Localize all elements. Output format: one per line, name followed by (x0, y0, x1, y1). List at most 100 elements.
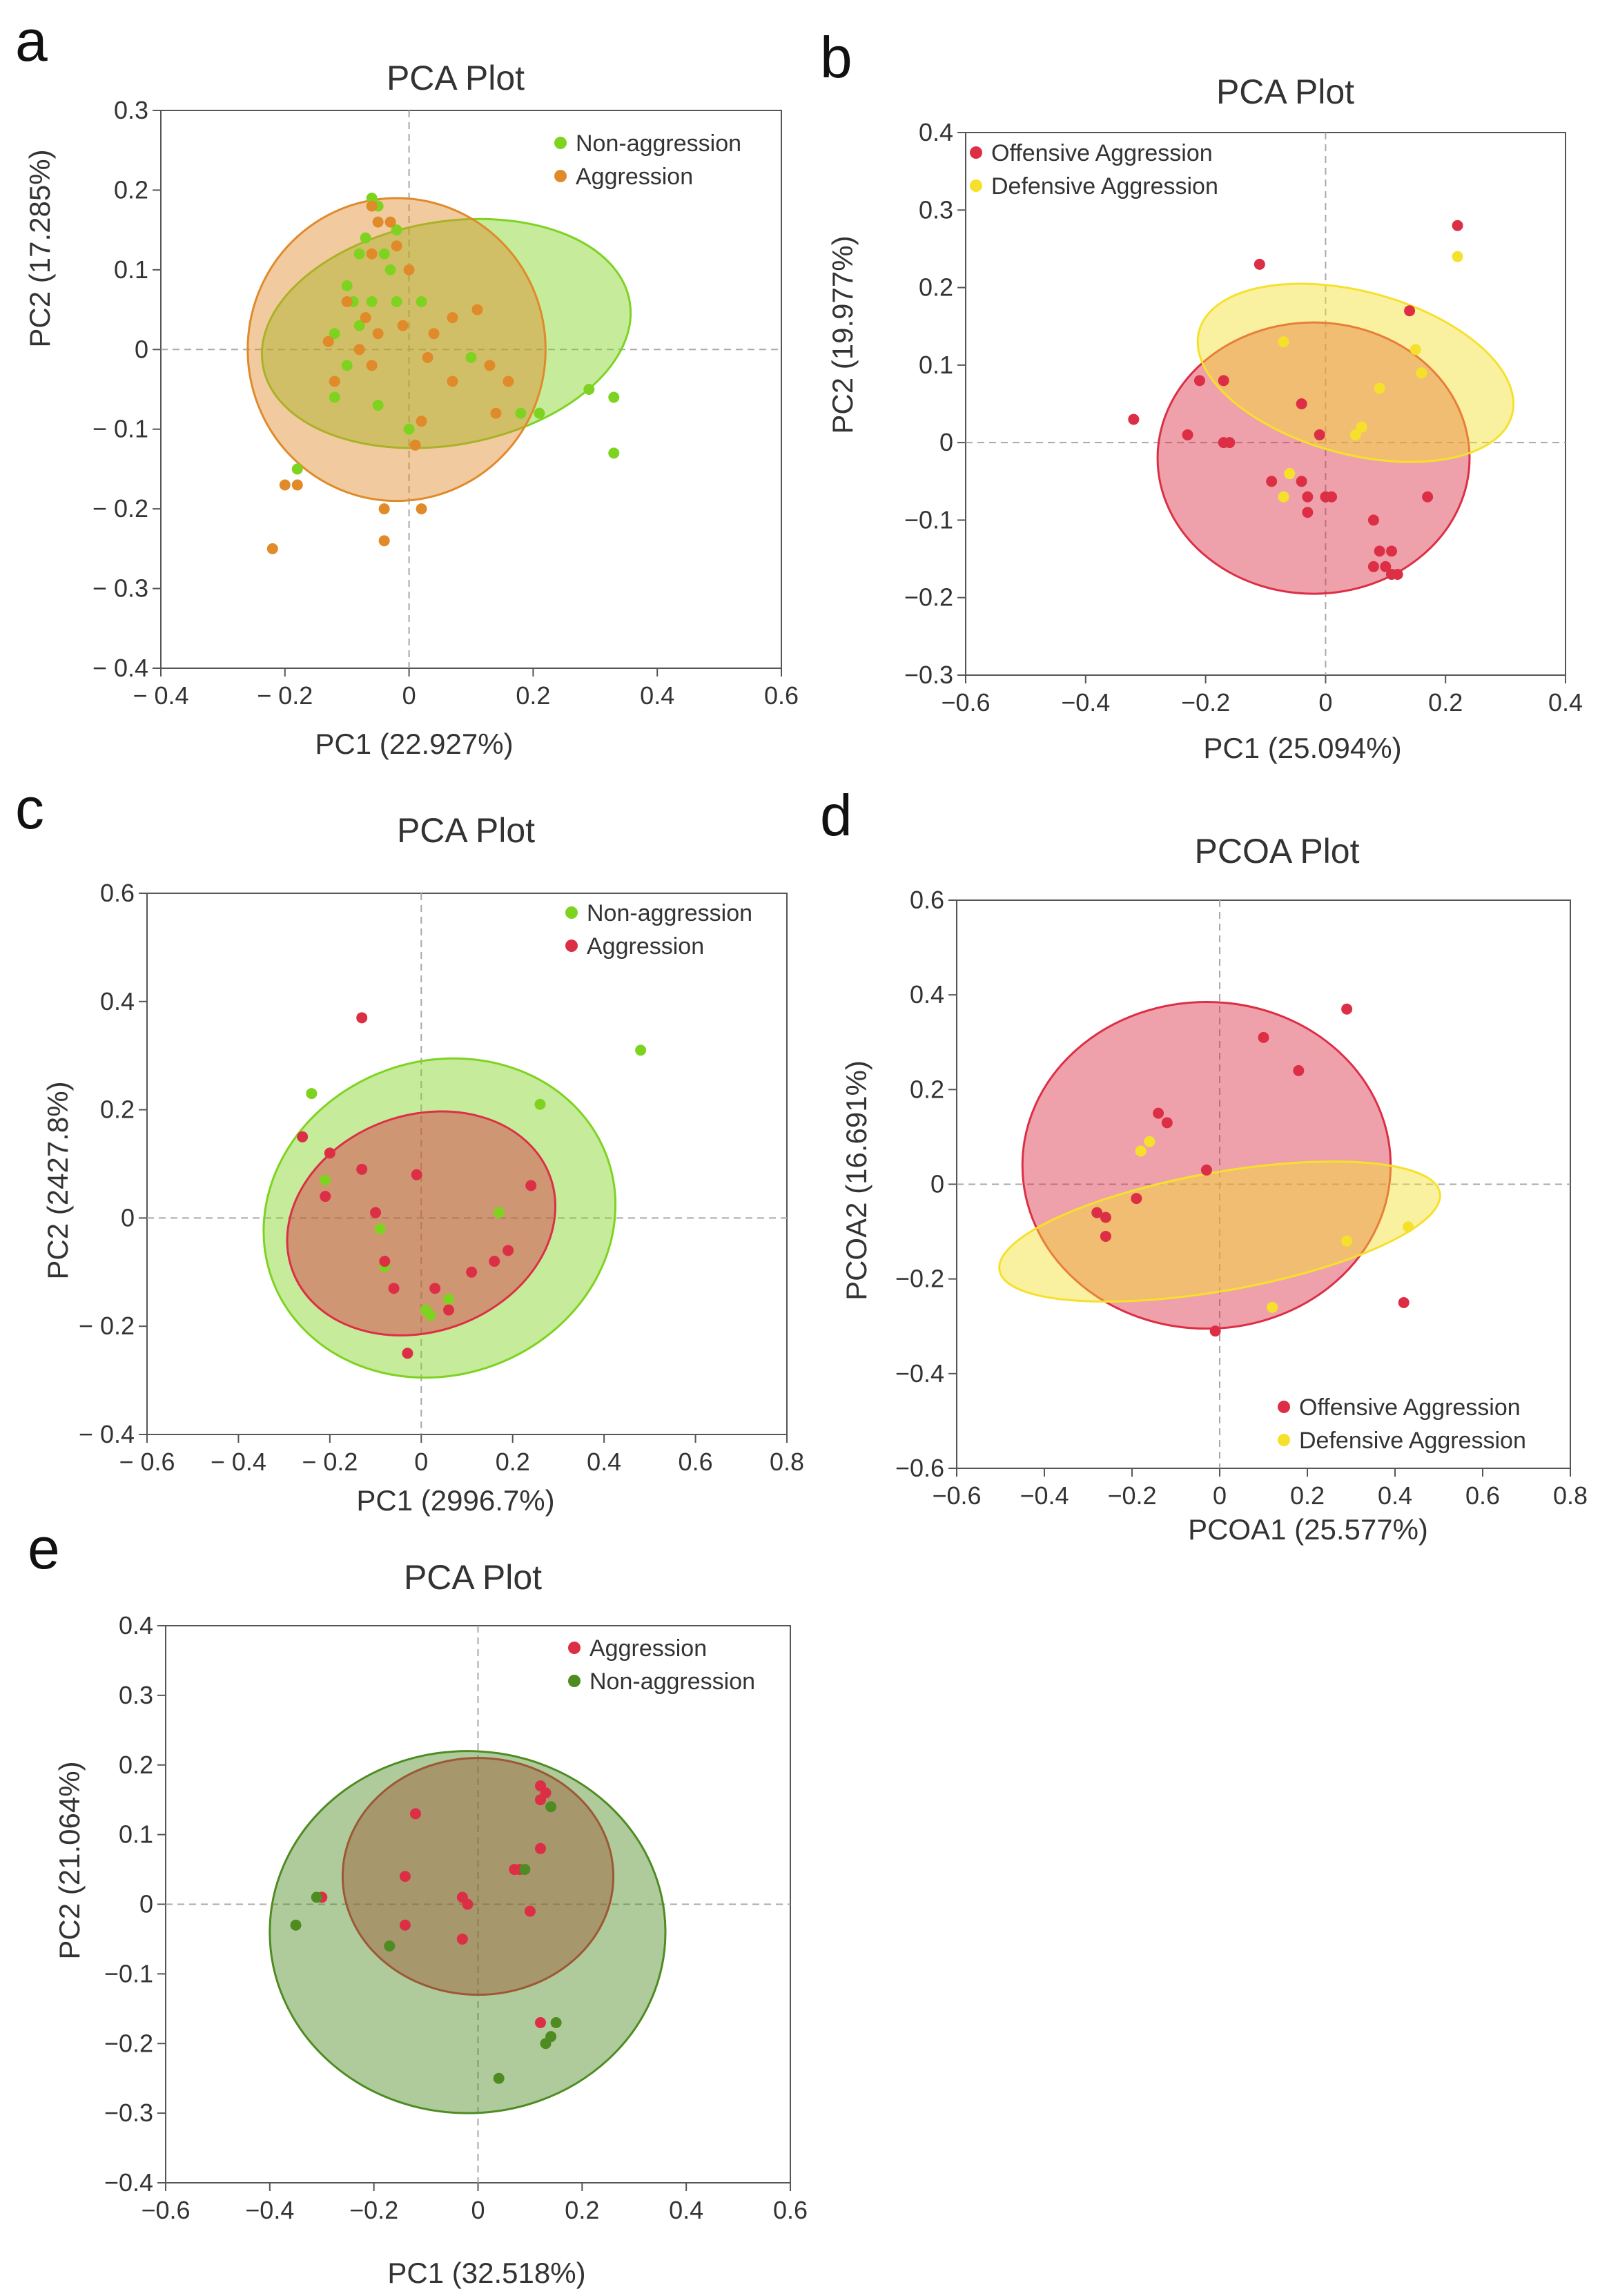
confidence-ellipse-non-aggression (260, 217, 632, 449)
x-tick-label: −0.2 (1107, 1481, 1156, 1510)
data-point-aggression (402, 1348, 413, 1359)
y-tick-label: −0.2 (104, 2029, 153, 2057)
panel-label: b (820, 25, 852, 90)
data-point-non-aggression (329, 391, 340, 403)
data-point-aggression (490, 407, 502, 419)
x-tick-label: 0.8 (770, 1448, 804, 1476)
confidence-ellipse-aggression (246, 197, 547, 503)
chart-title: PCA Plot (387, 59, 525, 97)
data-point-aggression (443, 1304, 455, 1316)
legend-marker (970, 179, 982, 192)
x-axis-label: PC1 (22.927%) (315, 728, 513, 760)
ellipse-layer (262, 1057, 617, 1379)
y-tick-label: −0.4 (104, 2168, 153, 2197)
data-point-aggression (399, 1871, 411, 1882)
data-point-aggression (416, 503, 427, 515)
data-point-non-aggression (291, 463, 303, 475)
x-tick-label: 0.6 (679, 1448, 713, 1476)
data-point-defensive-aggression (1144, 1136, 1155, 1147)
data-point-non-aggression (372, 400, 384, 411)
y-tick-label: 0.6 (100, 879, 135, 907)
data-point-defensive-aggression (1284, 468, 1296, 480)
data-point-defensive-aggression (1341, 1235, 1353, 1247)
data-point-non-aggression (635, 1044, 647, 1056)
data-point-non-aggression (360, 232, 371, 244)
data-point-offensive-aggression (1218, 375, 1229, 387)
data-point-aggression (422, 351, 433, 363)
data-point-non-aggression (443, 1294, 455, 1305)
data-point-aggression (503, 376, 514, 387)
plot-frame (965, 132, 1566, 676)
data-point-aggression (466, 1266, 478, 1278)
data-point-aggression (429, 1283, 441, 1294)
y-tick-label: 0.1 (114, 255, 148, 284)
panel-label: c (15, 776, 44, 841)
data-point-offensive-aggression (1452, 220, 1463, 231)
legend: Offensive Aggression Defensive Aggression (1278, 1394, 1526, 1454)
y-tick-label: −0.2 (895, 1265, 944, 1293)
data-point-aggression (428, 328, 440, 340)
data-point-aggression (525, 1180, 537, 1191)
data-point-offensive-aggression (1131, 1193, 1142, 1205)
confidence-ellipse-aggression (286, 1110, 557, 1336)
data-point-aggression (370, 1207, 382, 1218)
data-point-aggression (378, 503, 390, 515)
data-point-offensive-aggression (1091, 1207, 1103, 1218)
data-point-aggression (397, 320, 409, 331)
data-point-aggression (403, 264, 415, 275)
data-point-non-aggression (493, 2072, 505, 2084)
x-tick-label: −0.4 (245, 2196, 294, 2224)
data-point-non-aggression (374, 1223, 386, 1235)
data-point-offensive-aggression (1153, 1107, 1164, 1119)
y-tick-label: 0.2 (910, 1075, 944, 1103)
legend-label: Aggression (576, 164, 693, 190)
data-point-defensive-aggression (1356, 421, 1367, 433)
y-tick-label: −0.3 (904, 661, 953, 689)
data-point-non-aggression (353, 248, 365, 260)
y-tick-label: −0.3 (104, 2099, 153, 2127)
data-point-aggression (456, 1933, 468, 1945)
data-point-aggression (391, 240, 402, 252)
data-point-offensive-aggression (1404, 305, 1416, 317)
data-point-non-aggression (608, 447, 620, 459)
legend-label: Non-aggression (589, 1669, 755, 1695)
data-point-aggression (366, 360, 378, 371)
data-point-offensive-aggression (1293, 1064, 1305, 1076)
ellipse-layer (246, 197, 632, 503)
y-tick-label: 0.3 (119, 1681, 153, 1709)
y-tick-label: 0 (930, 1170, 944, 1198)
x-tick-label: − 0.2 (257, 681, 313, 710)
data-point-offensive-aggression (1314, 429, 1325, 440)
data-point-offensive-aggression (1392, 569, 1403, 581)
data-point-offensive-aggression (1100, 1212, 1111, 1223)
y-tick-label: 0 (939, 428, 953, 456)
y-tick-label: −0.6 (895, 1454, 944, 1482)
data-point-offensive-aggression (1374, 545, 1385, 557)
legend-marker (568, 1642, 581, 1654)
x-tick-label: − 0.2 (302, 1448, 358, 1476)
data-point-non-aggression (391, 224, 402, 236)
data-point-defensive-aggression (1403, 1221, 1414, 1233)
panel-label: d (820, 783, 852, 848)
data-point-offensive-aggression (1385, 545, 1397, 557)
data-point-defensive-aggression (1416, 367, 1427, 379)
legend: Non-aggression Aggression (565, 900, 752, 960)
chart-title: PCA Plot (404, 1558, 542, 1597)
data-point-offensive-aggression (1128, 414, 1140, 425)
legend: Offensive Aggression Defensive Aggression (970, 140, 1218, 200)
data-point-non-aggression (306, 1088, 318, 1100)
legend-marker (1278, 1434, 1290, 1446)
data-point-non-aggression (493, 1207, 505, 1218)
y-axis-label: PC2 (21.064%) (53, 1761, 86, 1959)
x-tick-label: −0.4 (1061, 688, 1110, 717)
data-point-aggression (535, 1842, 546, 1854)
data-point-aggression (320, 1191, 331, 1203)
x-tick-label: 0.8 (1553, 1481, 1588, 1510)
ellipse-layer (1156, 282, 1515, 595)
legend-marker (1278, 1401, 1290, 1413)
data-point-aggression (360, 312, 371, 324)
data-point-aggression (372, 328, 384, 340)
x-tick-label: 0 (1318, 688, 1332, 717)
legend-label: Defensive Aggression (1299, 1428, 1526, 1454)
data-point-aggression (410, 1808, 421, 1820)
